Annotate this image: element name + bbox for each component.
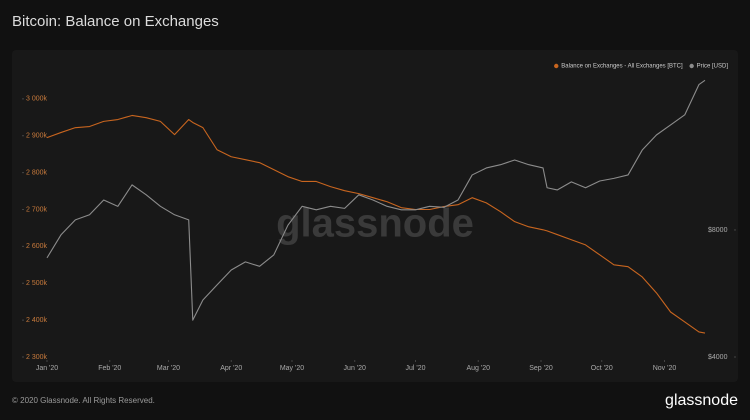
y-tick-label: 2 300k	[26, 354, 48, 361]
x-tick-label: Oct '20	[591, 365, 613, 372]
x-tick-label: Sep '20	[529, 365, 553, 372]
y2-tick-label: $4000	[708, 354, 728, 361]
x-tick-label: Apr '20	[220, 365, 242, 372]
footer: © 2020 Glassnode. All Rights Reserved.	[12, 396, 155, 405]
y-tick-label: 2 400k	[26, 317, 48, 324]
legend-marker	[689, 63, 694, 69]
chart-panel	[12, 50, 738, 382]
y-tick-label: 2 700k	[26, 206, 48, 213]
x-tick-label: Jun '20	[344, 365, 366, 372]
y2-tick-label: $8000	[708, 227, 728, 234]
y-tick-label: 2 500k	[26, 280, 48, 287]
y-tick-label: 2 900k	[26, 133, 48, 140]
series-line	[46, 79, 706, 321]
y-tick-label: 2 600k	[26, 243, 48, 250]
x-tick-label: Mar '20	[157, 365, 180, 372]
legend-label: Balance on Exchanges - All Exchanges [BT…	[561, 64, 683, 70]
legend-label: Price [USD]	[697, 64, 729, 70]
watermark: glassnode	[276, 202, 474, 246]
x-tick-label: Jan '20	[36, 365, 58, 372]
legend-marker	[554, 63, 559, 69]
logo: glassnode	[665, 392, 738, 409]
series-line	[46, 114, 706, 334]
chart-title: Bitcoin: Balance on Exchanges	[12, 13, 219, 30]
y-tick-label: 3 000k	[26, 96, 48, 103]
x-tick-label: Nov '20	[653, 365, 677, 372]
x-tick-label: Jul '20	[405, 365, 425, 372]
x-tick-label: May '20	[280, 365, 304, 372]
x-tick-label: Feb '20	[98, 365, 121, 372]
y-tick-label: 2 800k	[26, 169, 48, 176]
x-tick-label: Aug '20	[466, 365, 490, 372]
